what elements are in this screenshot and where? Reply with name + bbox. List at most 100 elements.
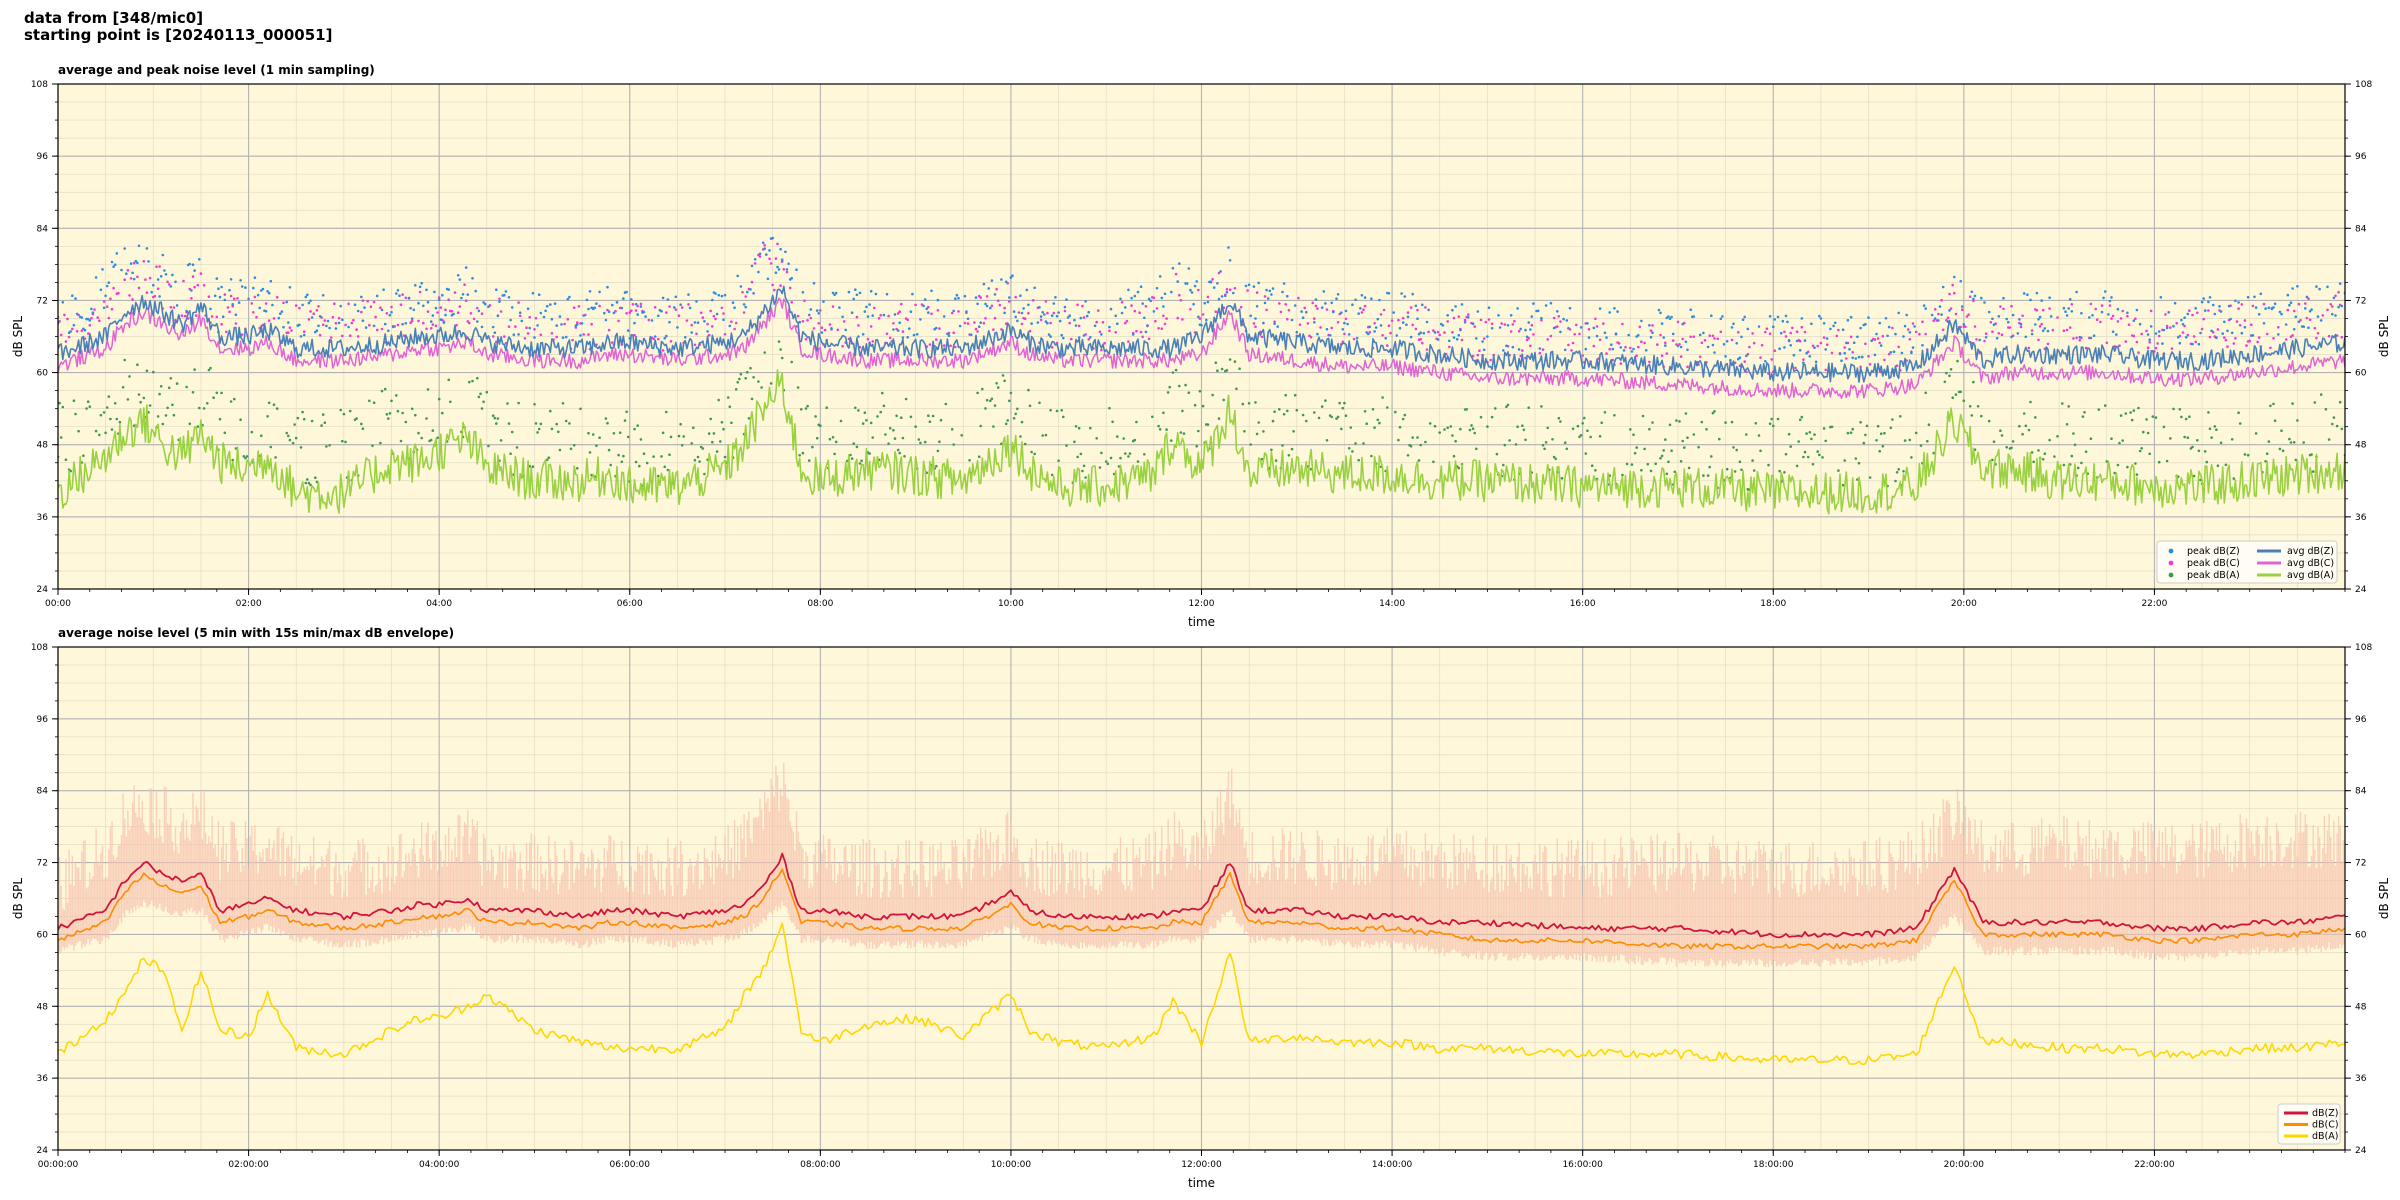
peak-z-point [1605,336,1608,339]
peak-z-point [1249,314,1252,318]
peak-z-point [1077,336,1081,339]
peak-z-point [753,258,757,261]
peak-a-point [2154,416,2158,419]
peak-a-point [372,401,376,405]
peak-a-point [2021,432,2024,436]
peak-c-point [938,327,941,330]
peak-a-point [159,385,163,388]
peak-z-point [984,302,987,306]
peak-a-point [109,417,112,421]
peak-c-point [1438,333,1441,337]
peak-c-point [1656,343,1659,346]
peak-z-point [1498,326,1502,329]
peak-z-point [461,293,465,296]
peak-c-point [2335,334,2339,337]
peak-z-point [2221,332,2224,335]
peak-z-point [1093,324,1097,328]
peak-z-point [1367,332,1370,336]
peak-z-point [2162,328,2166,332]
peak-c-point [1529,344,1532,348]
peak-z-point [1822,322,1826,325]
peak-z-point [779,247,782,251]
peak-a-point [2080,461,2083,465]
peak-z-point [919,318,922,321]
peak-z-point [620,306,624,310]
peak-a-point [871,436,874,439]
peak-z-point [963,294,967,298]
peak-a-point [1238,367,1241,371]
peak-z-point [407,296,411,300]
peak-a-point [1810,437,1813,441]
peak-z-point [1360,294,1364,297]
starting-point-line: starting point is [20240113_000051] [24,26,333,44]
peak-z-point [1295,330,1299,334]
peak-c-point [1686,365,1689,369]
peak-a-point [861,422,865,425]
peak-c-point [1881,334,1885,338]
peak-c-point [1578,332,1581,336]
peak-c-point [1343,332,1346,336]
peak-c-point [1638,325,1642,329]
peak-c-point [2030,329,2034,332]
peak-z-point [147,260,150,263]
x-tick-label: 18:00:00 [1753,1160,1794,1170]
peak-a-point [887,442,890,446]
peak-z-point [2070,310,2074,313]
peak-a-point [1976,405,1980,408]
x-tick-label: 00:00 [45,599,71,609]
peak-z-point [1004,280,1008,284]
peak-a-point [666,468,670,472]
peak-z-point [2176,336,2180,339]
peak-a-point [1351,450,1354,453]
peak-a-point [2232,477,2236,480]
peak-z-point [1055,314,1059,318]
peak-a-point [1347,447,1351,450]
peak-a-point [2264,460,2267,463]
peak-z-point [2126,311,2129,315]
peak-z-point [1841,328,1845,332]
peak-c-point [514,325,517,328]
peak-z-point [2103,290,2107,293]
peak-a-point [2186,436,2190,440]
peak-c-point [1473,325,1476,328]
peak-a-point [1292,430,1295,433]
peak-a-point [1178,384,1181,388]
peak-z-point [2251,334,2255,337]
peak-z-point [150,290,153,294]
peak-a-point [1222,398,1225,402]
peak-a-point [2183,435,2186,439]
peak-z-point [1789,344,1792,347]
peak-z-point [672,306,676,309]
peak-z-point [1832,324,1835,328]
peak-c-point [1768,332,1772,336]
peak-a-point [342,412,346,416]
peak-z-point [1773,318,1777,321]
peak-a-point [807,459,811,462]
peak-z-point [163,269,166,272]
peak-a-point [2129,411,2132,414]
peak-a-point [1759,449,1762,453]
peak-z-point [1776,315,1780,319]
peak-z-point [626,329,630,332]
peak-z-point [1116,322,1119,326]
peak-c-point [1419,337,1422,341]
peak-z-point [2310,308,2313,311]
peak-a-point [371,444,374,448]
peak-z-point [1398,326,1402,330]
peak-a-point [2053,455,2056,458]
peak-c-point [2334,294,2337,298]
peak-a-point [1654,462,1657,466]
peak-a-point [1206,423,1210,426]
peak-z-point [1374,326,1378,329]
peak-a-point [639,438,643,441]
peak-a-point [449,400,452,404]
peak-c-point [873,306,876,310]
peak-c-point [954,345,957,349]
peak-c-point [2245,344,2248,347]
peak-z-point [1057,311,1060,314]
peak-z-point [1619,346,1623,349]
peak-a-point [819,424,822,428]
y-tick-label: 24 [37,1146,49,1156]
peak-a-point [396,409,400,413]
peak-c-point [730,320,733,324]
